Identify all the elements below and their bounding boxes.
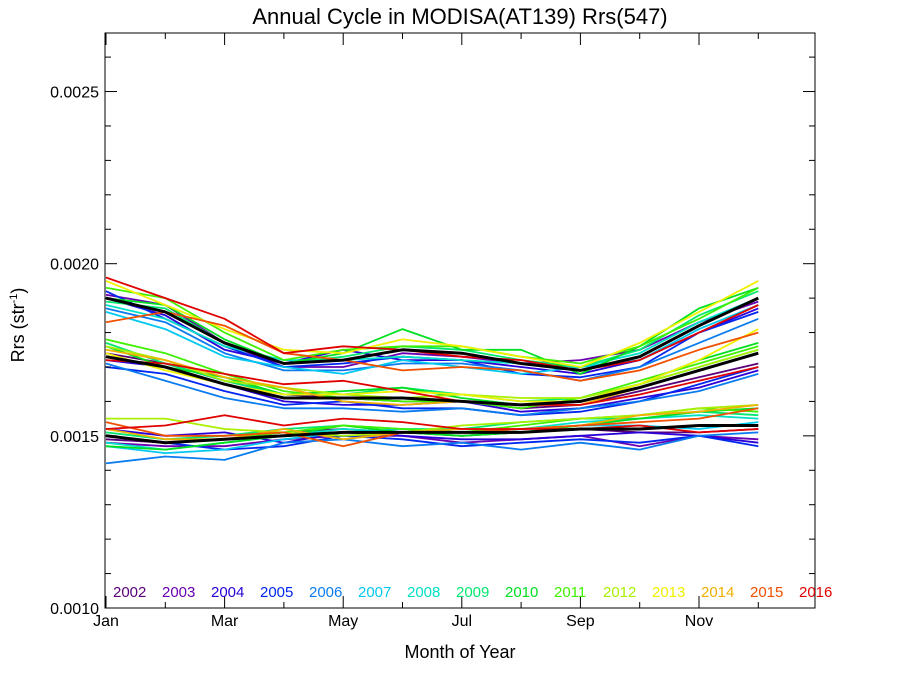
x-tick-label-nov: Nov <box>685 613 713 630</box>
series-line-12 <box>105 431 759 465</box>
series-line-11 <box>105 362 759 417</box>
legend-label-2015: 2015 <box>750 584 783 601</box>
series-line-32 <box>105 310 759 382</box>
series-line-34 <box>105 276 759 372</box>
chart-title: Annual Cycle in MODISA(AT139) Rrs(547) <box>252 4 667 29</box>
mean-series-line-39 <box>105 424 759 445</box>
series-line-20 <box>105 286 759 375</box>
y-tick-label-0.0015: 0.0015 <box>50 429 99 446</box>
y-tick-label-0.0025: 0.0025 <box>50 85 99 102</box>
legend-label-2004: 2004 <box>211 584 244 601</box>
legend-label-2011: 2011 <box>554 584 586 601</box>
series-line-36 <box>105 414 759 434</box>
y-axis-label: Rrs (str-1) <box>8 288 28 363</box>
series-line-23 <box>105 286 759 365</box>
legend-label-2013: 2013 <box>652 584 685 601</box>
x-tick-label-may: May <box>328 613 358 630</box>
series-layer <box>105 276 759 465</box>
x-tick-label-mar: Mar <box>211 613 239 630</box>
series-line-24 <box>105 338 759 410</box>
legend-label-2012: 2012 <box>603 584 636 601</box>
x-axis-label: Month of Year <box>404 642 515 662</box>
series-line-15 <box>105 297 759 368</box>
series-line-9 <box>105 434 759 451</box>
mean-series-line-38 <box>105 351 759 407</box>
series-line-22 <box>105 407 759 451</box>
series-line-8 <box>105 366 759 417</box>
y-axis-label-main: Rrs (str <box>8 303 28 362</box>
y-tick-label-0.0020: 0.0020 <box>50 257 99 274</box>
legend-label-2005: 2005 <box>260 584 293 601</box>
x-tick-label-jan: Jan <box>93 613 119 630</box>
series-line-6 <box>105 428 759 444</box>
legend-layer: 2002 2003 2004 2005 2006 2007 2008 2009 2010 2011… <box>113 584 832 601</box>
x-tick-label-jul: Jul <box>452 613 472 630</box>
legend-label-2007: 2007 <box>358 584 391 601</box>
legend-label-2008: 2008 <box>407 584 440 601</box>
legend-label-2006: 2006 <box>309 584 342 601</box>
legend-label-2014: 2014 <box>701 584 734 601</box>
axes-layer: Jan Mar May Jul Sep Nov 0.0010 0.0015 0.0020 0.00… <box>50 32 816 630</box>
legend-label-2016: 2016 <box>799 584 832 601</box>
mean-series-line-37 <box>105 296 759 372</box>
series-line-35 <box>105 359 759 406</box>
legend-label-2003: 2003 <box>162 584 195 601</box>
plot-frame <box>104 32 816 609</box>
series-line-3 <box>105 434 759 448</box>
y-axis-label-close: ) <box>8 288 28 294</box>
legend-label-2010: 2010 <box>505 584 538 601</box>
series-group <box>105 276 759 465</box>
legend-label-2009: 2009 <box>456 584 489 601</box>
x-tick-label-sep: Sep <box>566 613 595 630</box>
legend-label-2002: 2002 <box>113 584 146 601</box>
y-tick-label-0.0010: 0.0010 <box>50 601 99 618</box>
series-line-28 <box>105 280 759 368</box>
y-axis-label-sup: -1 <box>8 294 20 304</box>
